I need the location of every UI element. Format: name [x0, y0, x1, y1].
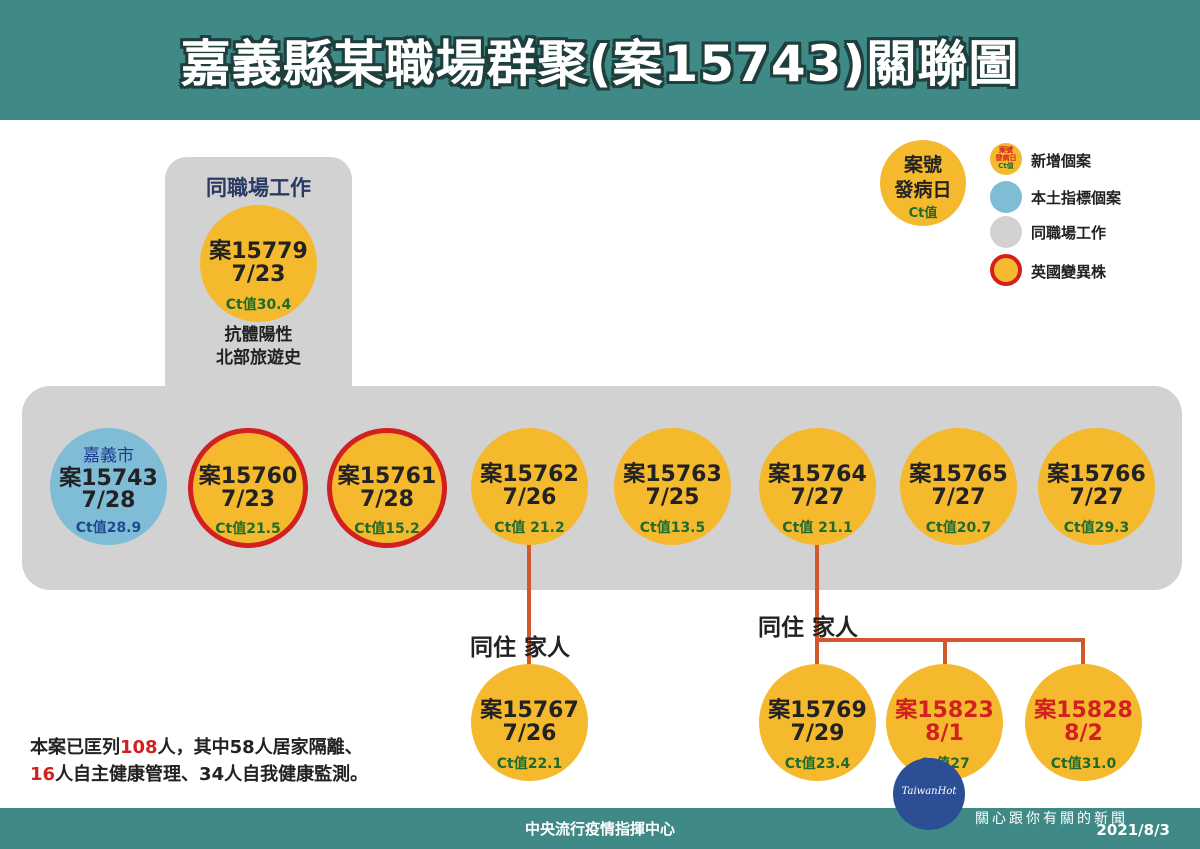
case-id: 案15761 — [337, 464, 437, 489]
case-15779-note: 抗體陽性 北部旅遊史 — [165, 324, 352, 370]
summary-part: 本案已匡列 — [30, 737, 120, 758]
legend-local-index-swatch — [990, 181, 1022, 213]
summary-part: 人自主健康管理、34人自我健康監測。 — [55, 764, 369, 785]
case-node-15769: 案15769 7/29 Ct值23.4 — [759, 664, 876, 781]
case-onset-date: 8/2 — [1064, 721, 1103, 746]
footer-org: 中央流行疫情指揮中心 — [524, 820, 675, 838]
legend-ct-value: Ct值 — [908, 206, 938, 221]
watermark-logo-icon — [893, 758, 965, 830]
mini-ct-value: Ct值 — [998, 162, 1014, 170]
case-onset-date: 7/29 — [790, 721, 845, 746]
case-id: 案15765 — [909, 462, 1008, 487]
case-ct-value: Ct值29.3 — [1063, 520, 1130, 536]
legend-workplace-swatch — [990, 216, 1022, 248]
case-ct-value: Ct值22.1 — [496, 756, 563, 772]
case-ct-value: Ct值28.9 — [75, 520, 142, 536]
legend-new-case-label: 新增個案 — [1031, 152, 1092, 170]
case-node-15779: 案15779 7/23 Ct值30.4 — [200, 205, 317, 322]
legend-case-id: 案號 — [903, 154, 942, 176]
case-onset-date: 7/23 — [221, 487, 275, 512]
link-family-horizontal — [815, 638, 1085, 642]
case-onset-date: 8/1 — [925, 721, 964, 746]
case-ct-value: Ct值15.2 — [354, 521, 420, 537]
case-id: 案15823 — [895, 698, 994, 723]
case-id: 案15766 — [1047, 462, 1146, 487]
case-onset-date: 7/28 — [81, 488, 136, 513]
case-node-15760: 案15760 7/23 Ct值21.5 — [188, 428, 308, 548]
watermark-logo-text: TaiwanHot — [901, 786, 957, 797]
case-onset-date: 7/27 — [790, 485, 845, 510]
summary-count-self-management: 16 — [30, 764, 56, 785]
legend-uk-variant-swatch — [990, 254, 1022, 286]
legend-new-case-swatch: 案號 發病日 Ct值 — [990, 143, 1022, 175]
case-id: 案15762 — [480, 462, 579, 487]
link-15762-15767 — [527, 540, 531, 668]
mini-onset-date: 發病日 — [995, 154, 1017, 162]
summary-text: 本案已匡列108人，其中58人居家隔離、 16人自主健康管理、34人自我健康監測… — [30, 734, 368, 788]
case-id: 案15769 — [768, 698, 867, 723]
case-ct-value: Ct值 21.2 — [494, 520, 565, 536]
summary-line-2: 16人自主健康管理、34人自我健康監測。 — [30, 761, 368, 788]
relation-label-2: 同住 家人 — [758, 615, 859, 641]
link-15828 — [1081, 638, 1085, 668]
summary-line-1: 本案已匡列108人，其中58人居家隔離、 — [30, 734, 368, 761]
case-node-15762: 案15762 7/26 Ct值 21.2 — [471, 428, 588, 545]
legend-case-example: 案號 發病日 Ct值 — [880, 140, 966, 226]
case-node-15763: 案15763 7/25 Ct值13.5 — [614, 428, 731, 545]
note-line-1: 抗體陽性 — [224, 325, 293, 345]
case-onset-date: 7/25 — [645, 485, 700, 510]
case-onset-date: 7/26 — [502, 485, 557, 510]
case-id: 案15828 — [1034, 698, 1133, 723]
case-node-15828: 案15828 8/2 Ct值31.0 — [1025, 664, 1142, 781]
case-id: 案15760 — [198, 464, 298, 489]
case-id: 案15767 — [480, 698, 579, 723]
case-onset-date: 7/23 — [231, 262, 286, 287]
link-15764-down — [815, 540, 819, 668]
legend-local-index-label: 本土指標個案 — [1031, 189, 1122, 207]
case-ct-value: Ct值 21.1 — [782, 520, 853, 536]
case-onset-date: 7/28 — [360, 487, 414, 512]
case-id: 案15763 — [623, 462, 722, 487]
workplace-group-label: 同職場工作 — [206, 176, 311, 200]
mini-case-id: 案號 — [999, 146, 1013, 154]
note-line-2: 北部旅遊史 — [216, 348, 301, 368]
watermark-caption: 關心跟你有關的新聞 — [975, 811, 1128, 827]
case-node-15743: 嘉義市 案15743 7/28 Ct值28.9 — [50, 428, 167, 545]
case-onset-date: 7/27 — [1069, 485, 1124, 510]
case-ct-value: Ct值20.7 — [925, 520, 992, 536]
case-node-15765: 案15765 7/27 Ct值20.7 — [900, 428, 1017, 545]
case-onset-date: 7/26 — [502, 721, 557, 746]
footer-bar — [0, 808, 1200, 849]
case-node-15764: 案15764 7/27 Ct值 21.1 — [759, 428, 876, 545]
case-onset-date: 7/27 — [931, 485, 986, 510]
legend-uk-variant-label: 英國變異株 — [1031, 263, 1107, 281]
case-city: 嘉義市 — [83, 446, 134, 466]
case-id: 案15764 — [768, 462, 867, 487]
legend-workplace-label: 同職場工作 — [1031, 224, 1107, 242]
case-ct-value: Ct值23.4 — [784, 756, 851, 772]
case-ct-value: Ct值13.5 — [639, 520, 706, 536]
summary-part: 人，其中58人居家隔離、 — [157, 737, 363, 758]
page-title: 嘉義縣某職場群聚(案15743)關聯圖 — [180, 35, 1020, 93]
case-node-15766: 案15766 7/27 Ct值29.3 — [1038, 428, 1155, 545]
relation-label-1: 同住 家人 — [470, 635, 571, 661]
case-ct-value: Ct值21.5 — [215, 521, 281, 537]
case-id: 案15779 — [209, 239, 308, 264]
case-ct-value: Ct值30.4 — [225, 297, 292, 313]
footer-date: 2021/8/3 — [1096, 821, 1170, 839]
summary-count-listed: 108 — [120, 737, 158, 758]
case-node-15767: 案15767 7/26 Ct值22.1 — [471, 664, 588, 781]
legend-onset-date: 發病日 — [894, 179, 952, 201]
case-node-15761: 案15761 7/28 Ct值15.2 — [327, 428, 447, 548]
link-15823 — [943, 638, 947, 668]
case-id: 案15743 — [59, 466, 158, 491]
case-ct-value: Ct值31.0 — [1050, 756, 1117, 772]
header-bar — [0, 0, 1200, 120]
